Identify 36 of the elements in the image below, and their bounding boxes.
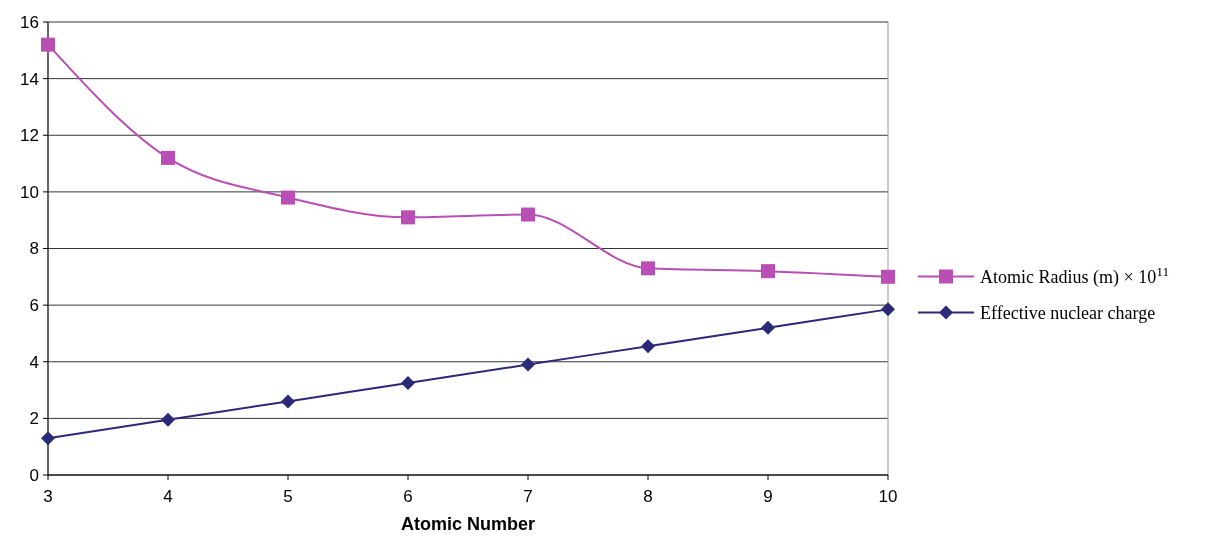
point [161,150,175,165]
point [521,357,535,372]
x-tick-label: 3 [43,487,53,506]
point [641,261,655,276]
x-tick-label: 9 [763,487,773,506]
x-tick-label: 5 [283,487,293,506]
point [281,190,295,205]
point [41,37,55,52]
y-tick-label: 10 [20,182,39,202]
point [641,339,655,354]
point [521,207,535,222]
x-tick-label: 6 [403,487,413,506]
x-tick-label: 10 [878,487,898,506]
x-tick-label: 4 [163,487,173,506]
y-tick-label: 6 [29,296,39,316]
y-tick-label: 14 [20,69,39,89]
point [761,320,775,335]
legend-label: Effective nuclear charge [980,302,1156,323]
x-tick-label: 7 [523,487,533,506]
y-tick-label: 2 [29,409,39,429]
point [881,269,895,284]
point [281,394,295,409]
y-tick-label: 8 [29,239,39,259]
x-tick-label: 8 [643,487,653,506]
point [401,375,415,390]
y-tick-label: 12 [20,126,39,146]
point [401,210,415,225]
point [41,431,55,446]
point [761,264,775,279]
point [161,412,175,427]
legend-label: Atomic Radius (m) × 10$^{11}$ [980,263,1170,288]
y-tick-label: 16 [20,12,39,32]
y-tick-label: 0 [29,465,39,485]
point [881,302,895,317]
x-axis-title: Atomic Number [400,514,536,534]
y-tick-label: 4 [29,352,39,372]
